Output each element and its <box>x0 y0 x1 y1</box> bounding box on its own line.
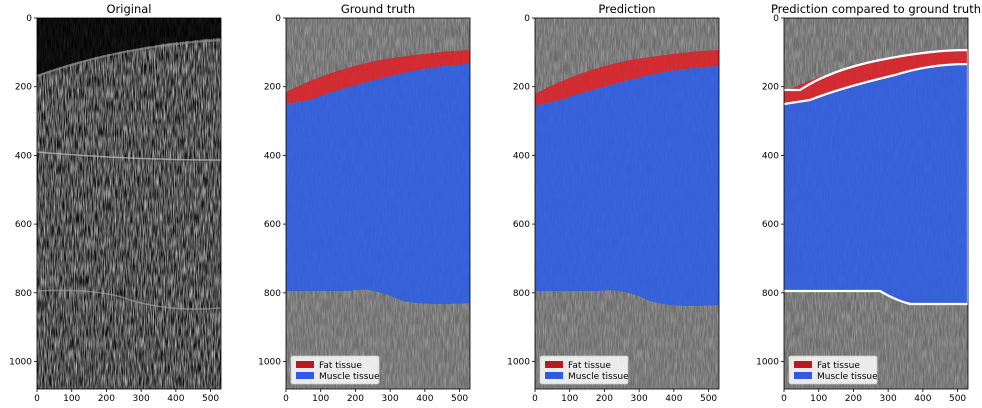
y-tick-label: 600 <box>15 220 32 230</box>
y-tick-label: 400 <box>15 151 32 161</box>
x-tick-label: 500 <box>949 394 966 404</box>
panel-title-ground-truth: Ground truth <box>341 2 415 16</box>
legend-label: Muscle tissue <box>817 372 878 382</box>
y-tick-label: 1000 <box>9 358 32 368</box>
x-tick-label: 300 <box>880 394 897 404</box>
prediction-outline <box>783 48 970 306</box>
x-tick-label: 200 <box>347 394 364 404</box>
panel-comparison: Prediction compared to ground truth <box>771 2 981 390</box>
y-tick-label: 0 <box>26 14 32 24</box>
x-tick-label: 100 <box>312 394 329 404</box>
muscle-tissue-mask <box>535 66 719 306</box>
fat-tissue-mask <box>784 50 968 104</box>
panel-title-comparison: Prediction compared to ground truth <box>771 2 981 16</box>
x-tick-label: 200 <box>845 394 862 404</box>
y-tick-label: 200 <box>762 83 779 93</box>
panel-title-prediction: Prediction <box>598 2 655 16</box>
x-tick-label: 500 <box>700 394 717 404</box>
y-tick-label: 800 <box>513 289 530 299</box>
x-tick-label: 300 <box>631 394 648 404</box>
axis-ticks-original: 0 100 200 300 400 500 0 200 400 600 800 1000 <box>9 14 219 404</box>
legend-swatch <box>296 372 314 379</box>
y-tick-label: 200 <box>513 83 530 93</box>
y-tick-label: 1000 <box>507 358 530 368</box>
legend-swatch <box>794 372 812 379</box>
x-tick-label: 100 <box>63 394 80 404</box>
y-tick-label: 0 <box>524 14 530 24</box>
x-tick-label: 0 <box>34 394 40 404</box>
fat-tissue-mask <box>535 50 719 106</box>
panel-original: Original <box>36 2 222 390</box>
legend-label: Fat tissue <box>568 361 611 371</box>
y-tick-label: 600 <box>762 220 779 230</box>
y-tick-label: 1000 <box>756 358 779 368</box>
y-tick-label: 400 <box>762 151 779 161</box>
x-tick-label: 300 <box>133 394 150 404</box>
legend-label: Muscle tissue <box>319 372 380 382</box>
x-tick-label: 0 <box>532 394 538 404</box>
panel-prediction: Prediction <box>534 2 720 390</box>
y-tick-label: 400 <box>264 151 281 161</box>
panel-title-original: Original <box>106 2 151 16</box>
y-tick-label: 1000 <box>258 358 281 368</box>
x-tick-label: 400 <box>167 394 184 404</box>
axis-ticks-comparison: 0 100 200 300 400 500 0 200 400 600 800 1000 <box>756 14 966 404</box>
x-tick-label: 300 <box>382 394 399 404</box>
y-tick-label: 800 <box>762 289 779 299</box>
y-tick-label: 0 <box>275 14 281 24</box>
x-tick-label: 400 <box>665 394 682 404</box>
x-tick-label: 400 <box>914 394 931 404</box>
legend-swatch <box>794 361 812 368</box>
y-tick-label: 600 <box>264 220 281 230</box>
legend-label: Fat tissue <box>817 361 860 371</box>
y-tick-label: 800 <box>15 289 32 299</box>
legend-label: Muscle tissue <box>568 372 629 382</box>
x-tick-label: 400 <box>416 394 433 404</box>
x-tick-label: 500 <box>202 394 219 404</box>
muscle-tissue-mask <box>286 64 470 304</box>
y-tick-label: 800 <box>264 289 281 299</box>
legend-swatch <box>296 361 314 368</box>
y-tick-label: 200 <box>264 83 281 93</box>
axis-ticks-ground_truth: 0 100 200 300 400 500 0 200 400 600 800 1000 <box>258 14 468 404</box>
x-tick-label: 0 <box>283 394 289 404</box>
legend-label: Fat tissue <box>319 361 362 371</box>
legend-swatch <box>545 372 563 379</box>
panel-ground-truth: Ground truth <box>285 2 471 390</box>
x-tick-label: 200 <box>596 394 613 404</box>
axis-ticks-prediction: 0 100 200 300 400 500 0 200 400 600 800 1000 <box>507 14 717 404</box>
y-tick-label: 600 <box>513 220 530 230</box>
y-tick-label: 200 <box>15 83 32 93</box>
x-tick-label: 100 <box>561 394 578 404</box>
y-tick-label: 400 <box>513 151 530 161</box>
ultrasound-image-original <box>36 18 222 389</box>
muscle-tissue-mask <box>784 64 968 304</box>
fat-tissue-mask <box>286 50 470 104</box>
legend-swatch <box>545 361 563 368</box>
x-tick-label: 500 <box>451 394 468 404</box>
y-tick-label: 0 <box>773 14 779 24</box>
x-tick-label: 100 <box>810 394 827 404</box>
x-tick-label: 200 <box>98 394 115 404</box>
x-tick-label: 0 <box>781 394 787 404</box>
